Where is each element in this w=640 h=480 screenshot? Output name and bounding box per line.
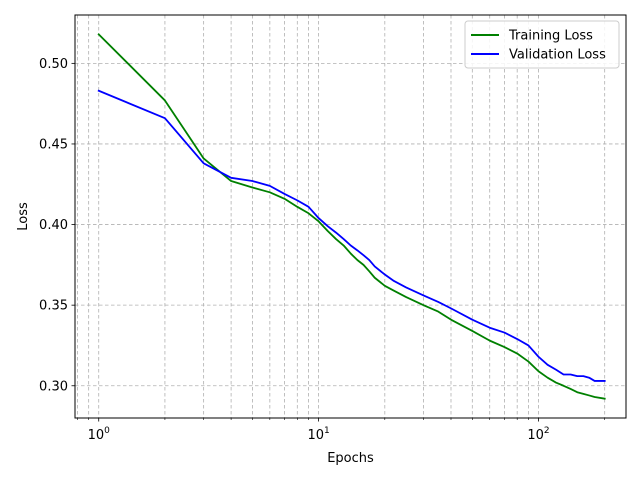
legend: Training Loss Validation Loss — [464, 20, 620, 69]
training-loss-line — [97, 33, 606, 400]
plot-area — [75, 15, 626, 418]
y-tick-label: 0.50 — [39, 57, 68, 72]
y-axis-title: Loss — [16, 202, 31, 231]
y-tick-label: 0.40 — [39, 218, 68, 233]
y-tick-label: 0.45 — [39, 137, 68, 152]
grid — [75, 15, 626, 418]
validation-loss-line — [97, 89, 606, 382]
x-axis-title: Epochs — [327, 451, 374, 466]
legend-label-training: Training Loss — [508, 29, 593, 44]
plot-frame — [74, 14, 627, 419]
y-tick-label: 0.35 — [39, 299, 68, 314]
y-tick-label: 0.30 — [39, 379, 68, 394]
legend-label-validation: Validation Loss — [509, 48, 606, 63]
series-lines — [97, 33, 606, 400]
legend-box — [464, 20, 620, 69]
